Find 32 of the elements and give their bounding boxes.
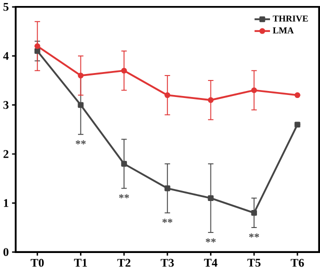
point [208, 97, 214, 104]
point [164, 186, 170, 192]
y-tick-label: 4 [3, 52, 9, 60]
point [121, 68, 127, 74]
point [34, 43, 40, 50]
x-tick-label: T6 [290, 258, 304, 267]
annotation: ** [76, 140, 86, 144]
y-tick-label: 1 [4, 199, 8, 207]
x-tick-label: T2 [117, 258, 130, 267]
x-tick-label: T5 [247, 258, 260, 267]
point [164, 92, 170, 98]
y-tick-label: 3 [3, 101, 8, 110]
annotation: ** [249, 234, 260, 238]
point [251, 87, 257, 94]
point [78, 72, 84, 79]
annotation: ** [162, 218, 172, 223]
x-tick-label: T0 [30, 258, 44, 267]
y-tick-label: 5 [3, 3, 8, 11]
legend-label: LMA [272, 27, 294, 34]
point [251, 210, 257, 216]
x-tick-label: T1 [74, 258, 87, 267]
y-tick-label: 0 [3, 248, 8, 256]
point [208, 195, 214, 202]
legend-label: THRIVE [272, 16, 308, 22]
y-tick-label: 2 [4, 150, 8, 158]
x-tick-label: T3 [160, 258, 174, 267]
annotation: ** [119, 194, 130, 198]
annotation: ** [206, 238, 216, 243]
point [78, 102, 84, 108]
x-tick-label: T4 [204, 258, 218, 267]
point [121, 161, 127, 167]
point [34, 48, 40, 54]
